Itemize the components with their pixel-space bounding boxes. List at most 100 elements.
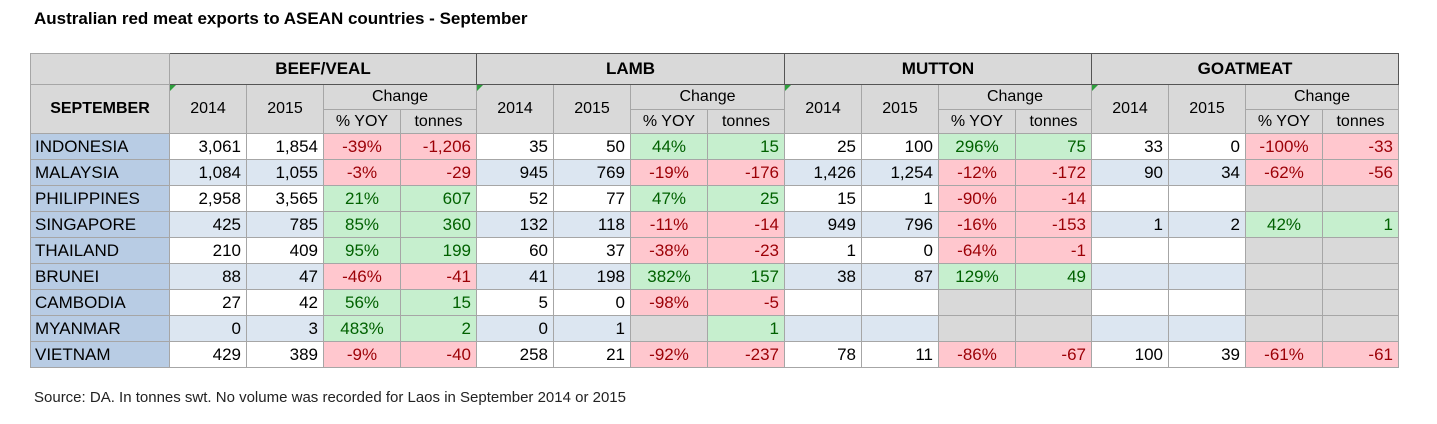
value-2015-cell: 1,854 — [246, 133, 324, 160]
value-2014-cell: 3,061 — [169, 133, 247, 160]
value-2014-cell: 949 — [784, 211, 862, 238]
yoy-cell: -38% — [630, 237, 708, 264]
year-2015-header: 2015 — [553, 84, 631, 134]
tonnes-change-cell: -14 — [1015, 185, 1092, 212]
yoy-cell: 21% — [323, 185, 401, 212]
group-header-beef: BEEF/VEAL — [169, 53, 477, 85]
yoy-cell: -19% — [630, 159, 708, 186]
value-2014-cell: 425 — [169, 211, 247, 238]
country-cell: MALAYSIA — [30, 159, 170, 186]
group-header-goatmeat: GOATMEAT — [1091, 53, 1399, 85]
tonnes-change-cell: 15 — [707, 133, 785, 160]
tonnes-change-cell: 607 — [400, 185, 477, 212]
tonnes-change-cell: -61 — [1322, 341, 1399, 368]
value-2014-cell: 25 — [784, 133, 862, 160]
value-2014-cell: 258 — [476, 341, 554, 368]
yoy-cell: 483% — [323, 315, 401, 342]
yoy-cell — [1245, 237, 1323, 264]
value-2014-cell — [1091, 185, 1169, 212]
year-2015-header: 2015 — [861, 84, 939, 134]
tonnes-change-cell: 2 — [400, 315, 477, 342]
value-2015-cell — [861, 289, 939, 316]
value-2014-cell: 945 — [476, 159, 554, 186]
tonnes-change-cell: 15 — [400, 289, 477, 316]
value-2014-cell: 15 — [784, 185, 862, 212]
yoy-cell: -100% — [1245, 133, 1323, 160]
table-row: INDONESIA 3,061 1,854 -39% -1,206 35 50 44% 15 25… — [30, 133, 1399, 160]
change-header: Change — [938, 84, 1092, 110]
value-2015-cell: 0 — [553, 289, 631, 316]
table-body: INDONESIA 3,061 1,854 -39% -1,206 35 50 44% 15 25… — [30, 133, 1399, 368]
year-2014-header: 2014 — [1091, 84, 1169, 134]
value-2015-cell: 796 — [861, 211, 939, 238]
yoy-cell — [1245, 263, 1323, 290]
tonnes-change-cell: 1 — [1322, 211, 1399, 238]
value-2015-cell — [1168, 315, 1246, 342]
yoy-header: % YOY — [323, 109, 401, 134]
value-2015-cell: 785 — [246, 211, 324, 238]
yoy-cell: 42% — [1245, 211, 1323, 238]
value-2014-cell — [1091, 237, 1169, 264]
value-2014-cell: 41 — [476, 263, 554, 290]
value-2014-cell: 2,958 — [169, 185, 247, 212]
year-2014-header: 2014 — [784, 84, 862, 134]
yoy-cell: -86% — [938, 341, 1016, 368]
country-cell: CAMBODIA — [30, 289, 170, 316]
header-row-change: % YOY tonnes % YOY tonnes % YOY tonnes %… — [31, 109, 1399, 134]
yoy-cell — [938, 315, 1016, 342]
month-header: SEPTEMBER — [30, 84, 170, 134]
value-2015-cell: 87 — [861, 263, 939, 290]
value-2014-cell: 0 — [169, 315, 247, 342]
yoy-header: % YOY — [630, 109, 708, 134]
yoy-cell: 44% — [630, 133, 708, 160]
yoy-cell — [1245, 185, 1323, 212]
yoy-cell: 56% — [323, 289, 401, 316]
yoy-cell — [938, 289, 1016, 316]
header-row-years: SEPTEMBER 2014 2015 Change 2014 2015 Cha… — [30, 84, 1399, 134]
tonnes-change-cell: -41 — [400, 263, 477, 290]
value-2014-cell: 210 — [169, 237, 247, 264]
value-2014-cell: 35 — [476, 133, 554, 160]
tonnes-change-cell: -23 — [707, 237, 785, 264]
yoy-cell: -61% — [1245, 341, 1323, 368]
value-2014-cell: 60 — [476, 237, 554, 264]
value-2015-cell: 2 — [1168, 211, 1246, 238]
year-2014-header: 2014 — [476, 84, 554, 134]
table-title: Australian red meat exports to ASEAN cou… — [34, 9, 528, 28]
tonnes-change-cell: -1,206 — [400, 133, 477, 160]
yoy-cell: -9% — [323, 341, 401, 368]
value-2014-cell: 27 — [169, 289, 247, 316]
tonnes-change-cell: -33 — [1322, 133, 1399, 160]
change-header: Change — [1245, 84, 1399, 110]
tonnes-header: tonnes — [707, 109, 785, 134]
value-2015-cell — [1168, 237, 1246, 264]
tonnes-header: tonnes — [400, 109, 477, 134]
table-row: MYANMAR 0 3 483% 2 0 1 1 — [30, 315, 1399, 342]
yoy-cell: -98% — [630, 289, 708, 316]
change-header: Change — [630, 84, 785, 110]
year-2015-header: 2015 — [1168, 84, 1246, 134]
value-2014-cell — [1091, 315, 1169, 342]
country-cell: PHILIPPINES — [30, 185, 170, 212]
exports-table: BEEF/VEAL LAMB MUTTON GOATMEAT SEPTEMBER… — [30, 53, 1399, 368]
value-2015-cell — [1168, 263, 1246, 290]
header-row-groups: BEEF/VEAL LAMB MUTTON GOATMEAT — [30, 53, 1399, 85]
country-cell: BRUNEI — [30, 263, 170, 290]
yoy-cell: -64% — [938, 237, 1016, 264]
yoy-cell: 95% — [323, 237, 401, 264]
yoy-cell — [630, 315, 708, 342]
value-2015-cell: 198 — [553, 263, 631, 290]
value-2014-cell — [784, 289, 862, 316]
tonnes-change-cell: -153 — [1015, 211, 1092, 238]
value-2014-cell — [1091, 289, 1169, 316]
change-header: Change — [323, 84, 477, 110]
value-2015-cell: 0 — [1168, 133, 1246, 160]
tonnes-change-cell: 49 — [1015, 263, 1092, 290]
value-2015-cell: 47 — [246, 263, 324, 290]
country-cell: INDONESIA — [30, 133, 170, 160]
tonnes-header: tonnes — [1322, 109, 1399, 134]
tonnes-change-cell — [1322, 315, 1399, 342]
yoy-cell: -39% — [323, 133, 401, 160]
value-2014-cell: 33 — [1091, 133, 1169, 160]
tonnes-change-cell: -67 — [1015, 341, 1092, 368]
